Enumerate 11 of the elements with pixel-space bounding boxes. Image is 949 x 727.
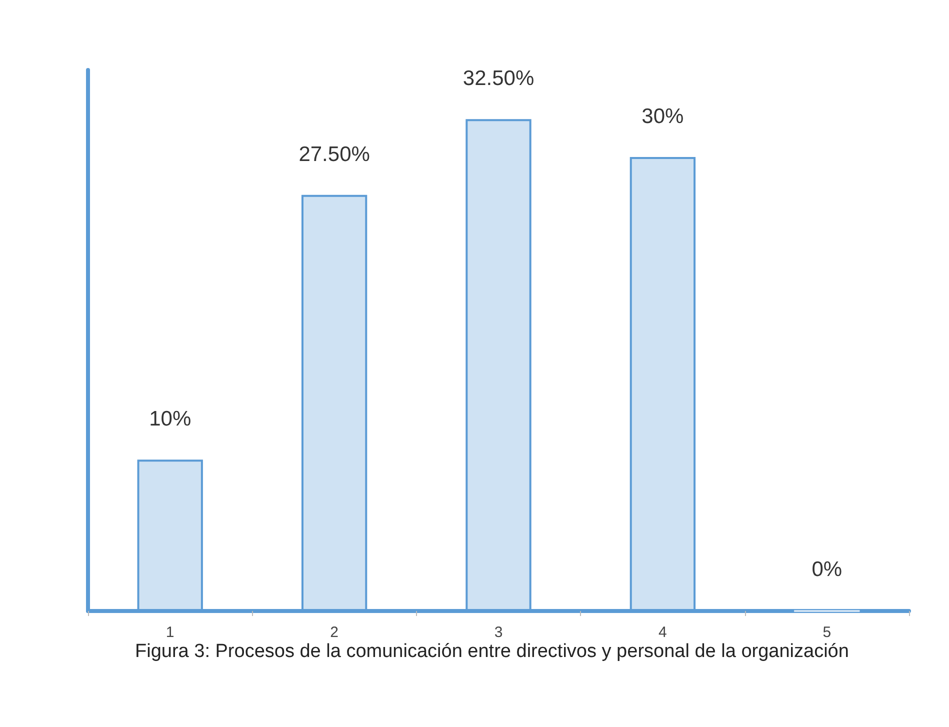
data-label: 10% xyxy=(149,408,192,431)
x-tick-label: 4 xyxy=(658,624,667,641)
x-tick-label: 3 xyxy=(494,624,503,641)
data-label: 32.50% xyxy=(462,67,534,90)
text: Figura 3: Procesos de la comunicación entre directivos y personal de la organización xyxy=(135,640,850,664)
data-label: 0% xyxy=(812,558,842,581)
x-tick-label: 1 xyxy=(166,624,174,641)
x-tick-label: 5 xyxy=(822,624,832,641)
data-label: 27.50% xyxy=(298,142,370,166)
data-label: 30% xyxy=(642,105,684,128)
x-tick-label: 2 xyxy=(330,624,338,641)
